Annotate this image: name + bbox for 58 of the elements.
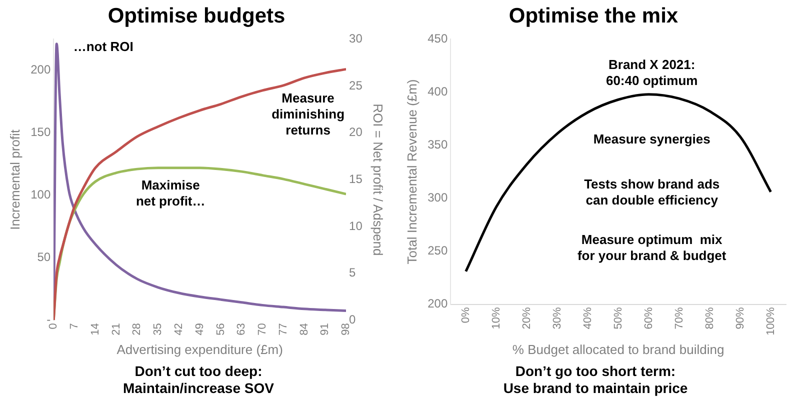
annotation: Tests show brand ads can double efficiency [584,176,720,208]
y2-tick-label: 30 [349,32,363,46]
x-tick-label: 100% [764,307,777,336]
annotation: Measure optimum mix for your brand & budget [577,232,727,264]
y2-tick-label: 15 [349,172,363,186]
x-axis-title: Advertising expenditure (£m) [116,342,283,357]
x-tick-label: 60% [642,307,655,330]
x-tick-label: 50% [612,307,624,330]
y2-tick-label: 10 [349,218,363,233]
x-tick-label: 10% [490,307,502,330]
y-axis-title: Total Incremental Revenue (£m) [404,79,420,264]
x-tick-label: 40% [582,307,594,330]
y2-tick-label: 5 [349,266,356,280]
x-tick-label: 7 [68,323,81,330]
annotation: Measure diminishing returns [272,90,345,138]
y-tick-label: 400 [428,84,448,99]
x-tick-label: 56 [214,323,227,336]
x-tick-label: 90% [734,307,746,330]
x-tick-label: 49 [194,323,206,336]
y-tick-label: 200 [30,62,51,77]
annotation: …not ROI [73,39,134,54]
x-tick-label: 14 [89,323,102,336]
x-tick-label: 77 [277,323,290,336]
y-axis-title: Incremental profit [7,129,22,230]
text: Don’t go too short term: Use brand to maintain price [502,363,689,397]
y-tick-label: 100 [30,188,51,202]
y2-tick-label: 25 [349,78,363,92]
text: Don’t cut too deep: Maintain/increase SOV [122,363,275,397]
y-tick-label: 350 [428,138,448,152]
annotation: Maximise net profit… [136,177,206,208]
annotation: Brand X 2021: 60:40 optimum [606,57,698,88]
x-tick-label: 63 [236,323,248,336]
y-tick-label: 450 [428,32,448,46]
x-tick-label: 70% [673,307,686,330]
y-tick-label: 250 [428,244,448,258]
chart-title: Optimise the mix [508,4,678,28]
x-axis-title: % Budget allocated to brand building [512,342,724,357]
y-tick-label: 200 [428,296,448,311]
x-tick-label: 28 [131,323,144,336]
y2-axis-title: ROI = Net profit / Adspend [370,104,386,256]
x-tick-label: 0% [460,307,472,324]
x-tick-label: 98 [340,323,352,336]
x-tick-label: 70 [256,323,269,336]
x-tick-label: 80% [704,307,716,330]
x-tick-label: 91 [319,323,332,336]
x-tick-label: 42 [172,323,185,336]
x-tick-label: 21 [110,323,122,336]
y-tick-label: 300 [428,190,448,205]
annotation: Measure synergies [593,132,710,147]
x-tick-label: 20% [520,307,533,330]
chart-title: Optimise budgets [108,4,286,28]
y-tick-label: 150 [30,125,51,140]
x-tick-label: 84 [298,323,310,336]
line-series [464,93,772,273]
y2-tick-label: 20 [349,125,363,140]
x-tick-label: 30% [551,307,564,330]
x-tick-label: 35 [152,323,164,336]
y-tick-label: 50 [37,250,51,264]
